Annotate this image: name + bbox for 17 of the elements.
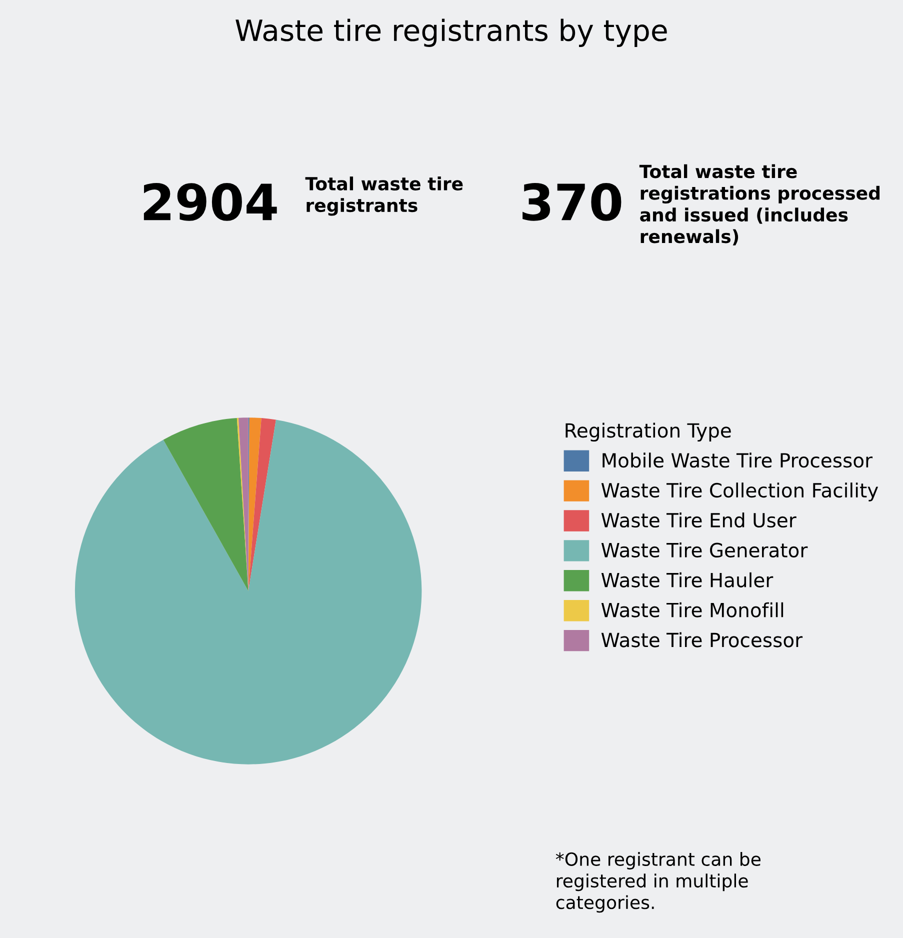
chart-title: Waste tire registrants by type — [236, 18, 667, 47]
legend-label: Waste Tire End User — [601, 512, 796, 528]
text: 370 — [522, 183, 622, 221]
text: 2904 — [144, 183, 277, 221]
text: Total waste tire registrations processed and issued (includes renewals) — [639, 164, 880, 246]
legend-label: Waste Tire Monofill — [601, 602, 784, 618]
pie-slice — [163, 418, 248, 591]
text: *One registrant can be registered in multiple categories. — [556, 852, 760, 913]
pie-slice — [74, 420, 422, 764]
text: Total waste tire registrants — [305, 176, 463, 216]
legend-label: Waste Tire Collection Facility — [601, 482, 878, 502]
legend-label: Waste Tire Generator — [601, 542, 808, 558]
legend-label: Waste Tire Hauler — [601, 572, 774, 588]
legend-label: Mobile Waste Tire Processor — [602, 452, 873, 468]
legend-label: Waste Tire Processor — [601, 632, 803, 648]
legend-title: Registration Type — [566, 422, 731, 442]
pie-slice — [248, 418, 276, 591]
